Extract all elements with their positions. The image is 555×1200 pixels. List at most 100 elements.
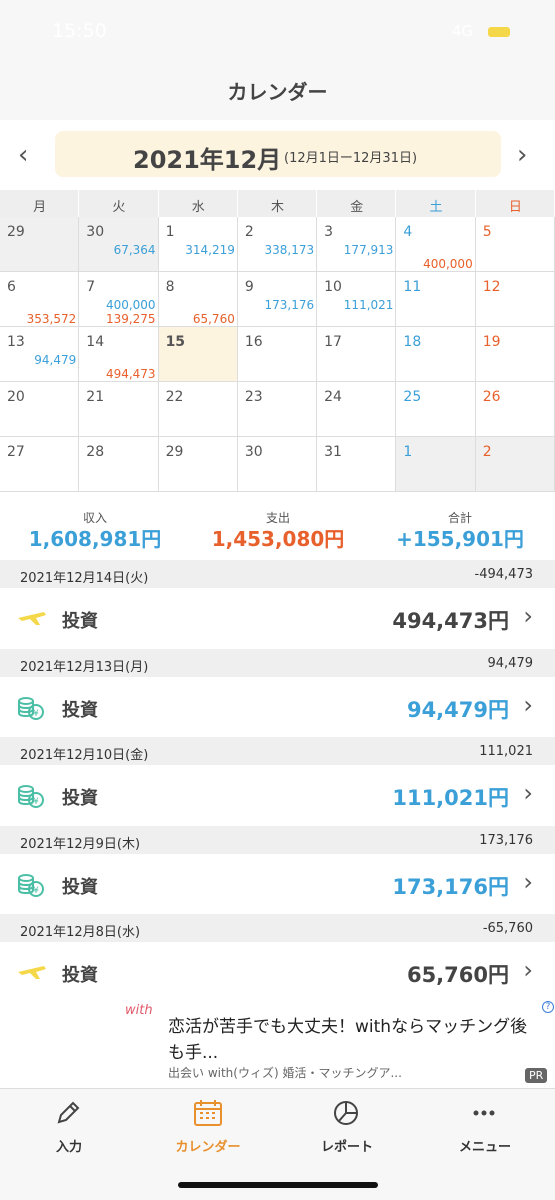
- tab-label[interactable]: 入力: [55, 1140, 82, 1155]
- day-cell[interactable]: [79, 272, 159, 327]
- svg-text:¥: ¥: [33, 797, 39, 807]
- svg-text:¥: ¥: [33, 886, 39, 896]
- category-icon: ¥: [16, 870, 46, 904]
- prev-month[interactable]: ‹: [18, 140, 29, 170]
- day-income: 94,479: [34, 353, 77, 367]
- amount: 494,473円: [392, 609, 509, 633]
- tab-icon[interactable]: [192, 1098, 224, 1132]
- day-cell[interactable]: [475, 272, 555, 327]
- day-cell[interactable]: [317, 272, 397, 327]
- day-number: 22: [165, 389, 184, 405]
- transaction-row[interactable]: [0, 853, 555, 914]
- date-total: 94,479: [487, 655, 534, 671]
- chevron: ›: [523, 602, 533, 630]
- day-cell[interactable]: [0, 327, 80, 382]
- tab-icon[interactable]: [53, 1098, 83, 1132]
- category-label: 投資: [62, 699, 98, 721]
- day-number: 10: [324, 279, 342, 295]
- tab-label[interactable]: メニュー: [458, 1140, 511, 1155]
- day-number: 7: [86, 279, 96, 295]
- category-icon: ¥: [16, 693, 46, 727]
- day-cell[interactable]: [79, 217, 159, 272]
- day-number: 18: [403, 334, 422, 350]
- day-number: 1: [403, 444, 413, 460]
- weekday-label: 火: [112, 200, 126, 215]
- day-number: 5: [482, 224, 492, 240]
- day-number: 8: [165, 279, 175, 295]
- day-cell[interactable]: [237, 217, 318, 272]
- chevron: ›: [523, 956, 533, 984]
- day-cell[interactable]: [396, 382, 476, 437]
- day-cell[interactable]: [158, 382, 238, 437]
- chevron: ›: [523, 867, 533, 896]
- day-expense: 65,760: [192, 312, 235, 326]
- day-cell[interactable]: [158, 327, 238, 382]
- tab-label[interactable]: カレンダー: [175, 1140, 241, 1155]
- date-label: 2021年12月9日(木): [20, 836, 141, 852]
- day-number: 25: [403, 389, 422, 405]
- day-cell[interactable]: [396, 217, 476, 272]
- day-expense: 353,572: [26, 312, 77, 326]
- day-expense: 494,473: [105, 367, 156, 381]
- day-cell[interactable]: [317, 382, 397, 437]
- day-cell[interactable]: [317, 437, 397, 492]
- day-cell[interactable]: [475, 437, 555, 492]
- amount: 65,760円: [406, 963, 509, 987]
- weekday-label: 水: [191, 200, 205, 215]
- day-cell[interactable]: [396, 272, 476, 327]
- day-number: 20: [7, 389, 25, 405]
- weekday-cell: [475, 190, 555, 217]
- day-number: 4: [403, 224, 413, 240]
- weekday-label: 金: [350, 200, 364, 215]
- day-cell[interactable]: [237, 327, 318, 382]
- weekday-cell: [396, 190, 476, 217]
- day-number: 24: [324, 389, 342, 405]
- day-cell[interactable]: [158, 217, 238, 272]
- day-cell[interactable]: [0, 217, 80, 272]
- weekday-label: 木: [270, 200, 284, 215]
- next-month[interactable]: ›: [517, 140, 528, 170]
- day-number: 14: [86, 334, 105, 350]
- day-number: 23: [244, 389, 263, 405]
- amount: 94,479円: [406, 697, 509, 722]
- transaction-row[interactable]: [0, 765, 555, 825]
- day-income: 338,173: [264, 243, 315, 257]
- day-cell[interactable]: [0, 382, 80, 437]
- day-number: 2: [244, 224, 254, 240]
- day-cell[interactable]: [0, 437, 80, 492]
- day-cell[interactable]: [237, 437, 318, 492]
- chevron: ›: [523, 690, 533, 719]
- day-cell[interactable]: [475, 327, 555, 382]
- tab-icon[interactable]: [331, 1098, 361, 1132]
- day-cell[interactable]: [158, 437, 238, 492]
- weekday-cell: [79, 190, 159, 217]
- date-header: [0, 914, 555, 942]
- category-icon: [16, 604, 48, 632]
- tab-label[interactable]: レポート: [320, 1140, 373, 1155]
- day-cell[interactable]: [317, 217, 397, 272]
- day-cell[interactable]: [79, 437, 159, 492]
- day-expense: 400,000: [423, 257, 473, 271]
- day-cell[interactable]: [79, 327, 159, 382]
- day-cell[interactable]: [396, 437, 476, 492]
- day-cell[interactable]: [396, 327, 476, 382]
- day-number: 12: [482, 279, 501, 295]
- transaction-row[interactable]: [0, 588, 555, 648]
- month-box: [55, 131, 501, 177]
- transaction-row[interactable]: [0, 942, 555, 1002]
- day-number: 15: [165, 334, 186, 350]
- day-cell[interactable]: [79, 382, 159, 437]
- category-label: 投資: [62, 876, 98, 898]
- ad-bg[interactable]: [0, 1002, 555, 1088]
- day-cell[interactable]: [158, 272, 238, 327]
- day-cell[interactable]: [475, 217, 555, 272]
- day-cell[interactable]: [317, 327, 397, 382]
- day-cell[interactable]: [475, 382, 555, 437]
- day-cell[interactable]: [0, 272, 80, 327]
- day-cell[interactable]: [237, 382, 318, 437]
- day-cell[interactable]: [237, 272, 318, 327]
- transaction-row[interactable]: [0, 676, 555, 737]
- summary-label: 支出: [265, 511, 290, 525]
- tab-icon[interactable]: [469, 1098, 499, 1132]
- summary-value: +155,901円: [396, 527, 524, 551]
